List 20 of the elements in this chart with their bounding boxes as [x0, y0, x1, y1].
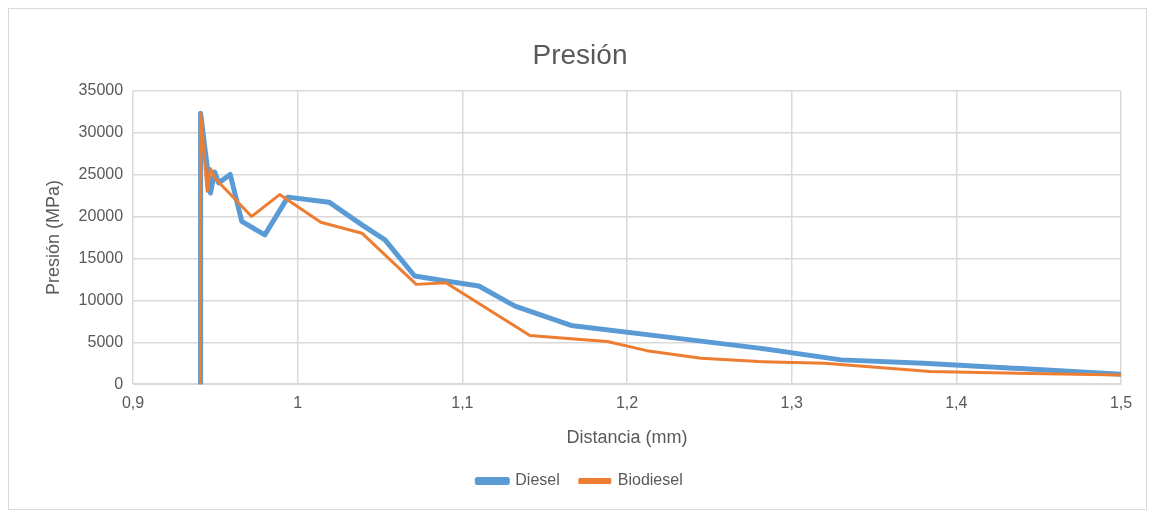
- chart-title: Presión: [532, 38, 628, 70]
- y-tick-label: 10000: [78, 290, 124, 308]
- y-axis-title: Presión (MPa): [42, 179, 63, 295]
- x-tick-label: 1,2: [615, 394, 639, 412]
- x-tick-label: 1,5: [1109, 394, 1133, 412]
- y-tick-label: 30000: [78, 122, 124, 140]
- legend-label: Diesel: [515, 471, 560, 489]
- y-tick-label: 15000: [78, 248, 124, 266]
- legend-label: Biodiesel: [617, 471, 683, 489]
- y-tick-label: 35000: [78, 81, 124, 99]
- y-tick-label: 0: [114, 374, 124, 392]
- y-tick-label: 25000: [78, 164, 124, 182]
- x-tick-label: 1,3: [780, 394, 803, 412]
- x-tick-label: 0,9: [121, 394, 145, 412]
- y-tick-label: 5000: [87, 332, 124, 350]
- x-axis-title: Distancia (mm): [566, 427, 688, 448]
- x-tick-label: 1,1: [451, 394, 474, 412]
- y-tick-label: 20000: [78, 206, 124, 224]
- x-tick-label: 1,4: [945, 394, 968, 412]
- x-tick-label: 1: [293, 394, 303, 412]
